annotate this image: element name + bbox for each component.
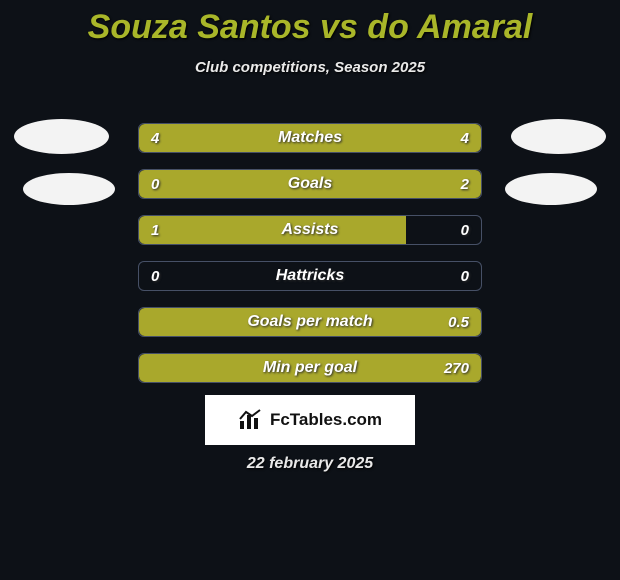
bar-label: Goals per match xyxy=(139,308,481,336)
stat-bar: 02Goals xyxy=(138,169,482,199)
bar-label: Hattricks xyxy=(139,262,481,290)
chart-icon xyxy=(238,409,264,431)
stat-bar: 10Assists xyxy=(138,215,482,245)
bar-label: Assists xyxy=(139,216,481,244)
stat-bar: 270Min per goal xyxy=(138,353,482,383)
player-right-avatar-1 xyxy=(511,119,606,154)
bar-label: Min per goal xyxy=(139,354,481,382)
logo-box: FcTables.com xyxy=(205,395,415,445)
player-left-avatar-2 xyxy=(23,173,115,205)
page-subtitle: Club competitions, Season 2025 xyxy=(0,59,620,76)
date-label: 22 february 2025 xyxy=(0,455,620,473)
player-right-avatar-2 xyxy=(505,173,597,205)
logo-text: FcTables.com xyxy=(270,410,382,430)
bar-label: Matches xyxy=(139,124,481,152)
page-title: Souza Santos vs do Amaral xyxy=(0,0,620,47)
comparison-bars: 44Matches 02Goals 10Assists 00Hattricks 0.5G… xyxy=(138,123,482,399)
stat-bar: 00Hattricks xyxy=(138,261,482,291)
stat-bar: 0.5Goals per match xyxy=(138,307,482,337)
bar-label: Goals xyxy=(139,170,481,198)
player-left-avatar-1 xyxy=(14,119,109,154)
stat-bar: 44Matches xyxy=(138,123,482,153)
